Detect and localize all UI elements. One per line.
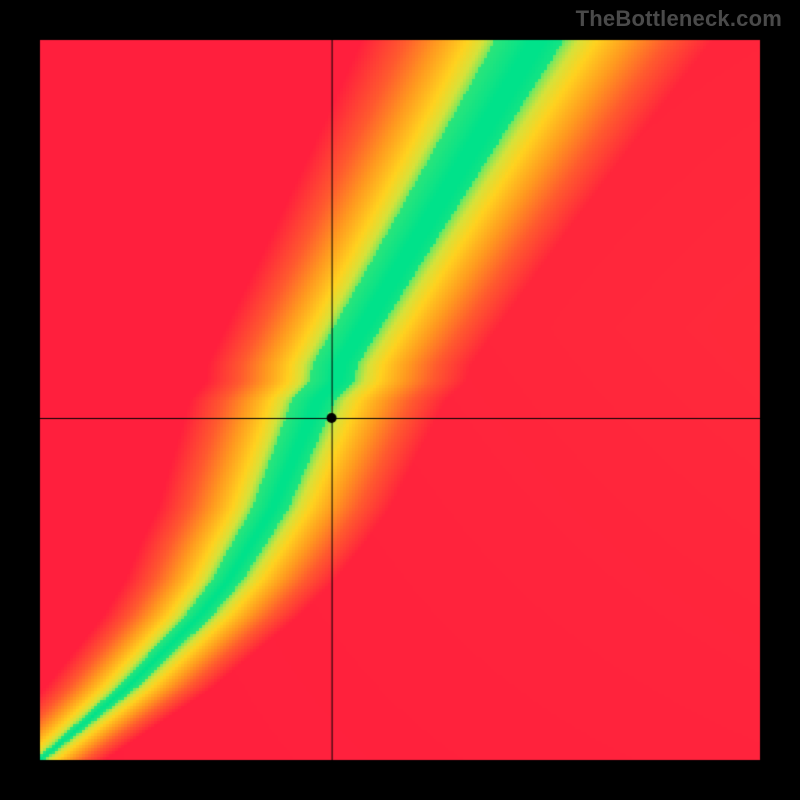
bottleneck-heatmap — [0, 0, 800, 800]
watermark-text: TheBottleneck.com — [576, 6, 782, 32]
chart-container: TheBottleneck.com — [0, 0, 800, 800]
